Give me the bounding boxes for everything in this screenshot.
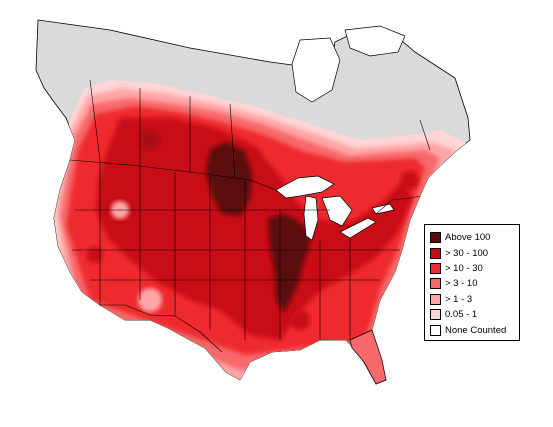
legend-swatch xyxy=(430,293,441,305)
legend-swatch xyxy=(430,324,441,336)
legend-item: None Counted xyxy=(430,322,515,337)
legend-label: None Counted xyxy=(445,324,507,336)
legend-item: 0.05 - 1 xyxy=(430,307,515,322)
legend-item: > 10 - 30 xyxy=(430,261,515,276)
legend-label: 0.05 - 1 xyxy=(445,309,478,321)
florida-peninsula xyxy=(349,329,387,385)
us-mexico-border xyxy=(100,304,223,353)
legend-swatch xyxy=(430,278,441,290)
lake-ontario xyxy=(371,203,395,215)
great-lakes xyxy=(275,175,395,241)
lake-michigan xyxy=(303,195,319,241)
legend-swatch xyxy=(430,309,441,321)
us-state-lines xyxy=(72,160,400,340)
legend-label: Above 100 xyxy=(445,232,491,244)
legend-item: > 3 - 10 xyxy=(430,276,515,291)
legend: Above 100 > 30 - 100 > 10 - 30 > 3 - 10 … xyxy=(424,224,520,341)
legend-label: > 3 - 10 xyxy=(445,278,478,290)
lake-huron xyxy=(321,195,353,227)
legend-label: > 1 - 3 xyxy=(445,293,473,305)
legend-item: > 30 - 100 xyxy=(430,245,515,260)
political-borders xyxy=(69,79,431,353)
abundance-band-above-100-midwest xyxy=(268,214,312,312)
legend-label: > 30 - 100 xyxy=(445,247,489,259)
legend-item: Above 100 xyxy=(430,230,515,245)
legend-swatch xyxy=(430,262,441,274)
abundance-band-above-100-north xyxy=(206,142,252,216)
abundance-patch-west-3 xyxy=(87,247,103,263)
abundance-patch-northeast xyxy=(401,171,419,189)
lake-superior xyxy=(275,175,335,199)
lake-erie xyxy=(339,217,377,239)
legend-swatch xyxy=(430,232,441,244)
legend-swatch xyxy=(430,247,441,259)
arctic-islands xyxy=(344,25,406,57)
us-canada-border-east xyxy=(375,195,421,215)
hudson-bay xyxy=(291,37,341,103)
abundance-patch-southwest xyxy=(138,288,162,312)
canada-provinces xyxy=(89,79,431,179)
legend-item: > 1 - 3 xyxy=(430,292,515,307)
abundance-patch-west-1 xyxy=(140,130,160,150)
abundance-patch-southeast xyxy=(290,310,310,330)
legend-label: > 10 - 30 xyxy=(445,262,483,274)
